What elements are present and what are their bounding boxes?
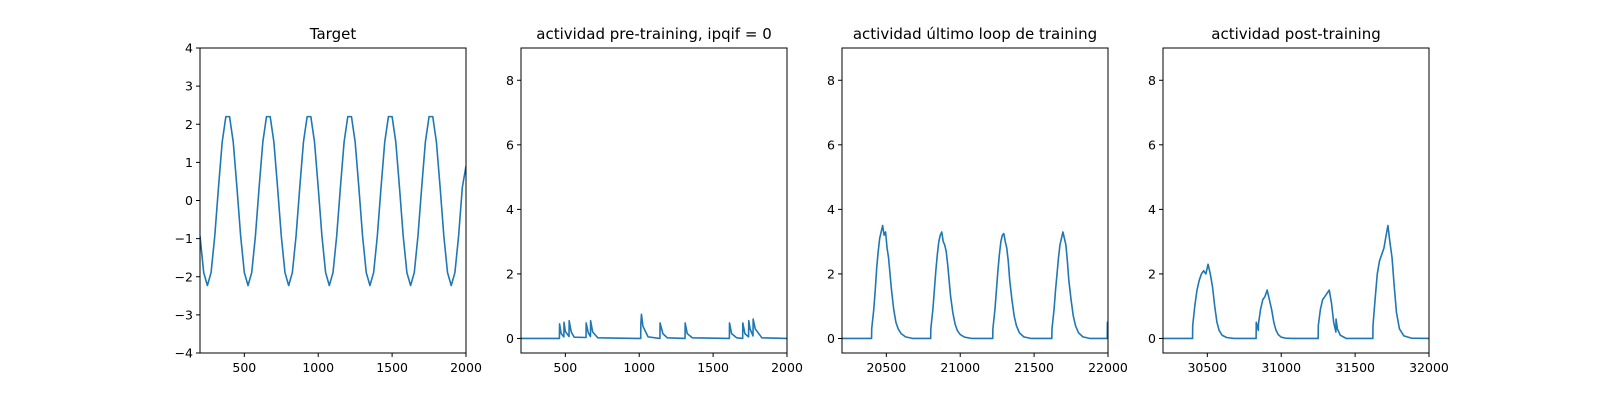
x-tick-label: 21500 — [1014, 360, 1054, 375]
chart-title: Target — [309, 25, 357, 43]
chart-title: actividad último loop de training — [853, 25, 1097, 43]
x-tick-label: 2000 — [450, 360, 482, 375]
x-tick-label: 1500 — [697, 360, 729, 375]
x-tick-label: 500 — [232, 360, 256, 375]
x-tick-label: 31000 — [1261, 360, 1301, 375]
y-tick-label: 6 — [827, 137, 835, 152]
y-tick-label: 6 — [506, 137, 514, 152]
x-tick-label: 2000 — [771, 360, 803, 375]
x-tick-label: 1000 — [623, 360, 655, 375]
y-tick-label: 0 — [506, 331, 514, 346]
chart-panel-3: actividad último loop de training 20500 21… — [827, 25, 1128, 375]
x-tick-label: 1000 — [302, 360, 334, 375]
y-tick-label: 2 — [1148, 266, 1156, 281]
y-tick-label: 6 — [1148, 137, 1156, 152]
chart-title: actividad pre-training, ipqif = 0 — [536, 25, 772, 43]
y-tick-label: 4 — [827, 202, 835, 217]
x-tick-label: 1500 — [376, 360, 408, 375]
axes-frame — [1162, 47, 1430, 354]
x-tick-label: 22000 — [1088, 360, 1128, 375]
y-tick-label: −2 — [175, 269, 193, 284]
y-tick-label: 4 — [1148, 202, 1156, 217]
y-tick-label: −4 — [175, 346, 193, 361]
y-tick-label: 2 — [506, 266, 514, 281]
x-tick-label: 31500 — [1335, 360, 1375, 375]
y-tick-label: 8 — [1148, 73, 1156, 88]
x-tick-label: 21000 — [940, 360, 980, 375]
axes-frame — [841, 47, 1109, 354]
x-tick-label: 20500 — [866, 360, 906, 375]
y-tick-label: 0 — [827, 331, 835, 346]
x-tick-label: 500 — [553, 360, 577, 375]
y-tick-label: −1 — [175, 231, 193, 246]
axes-frame — [520, 47, 788, 354]
x-tick-label: 32000 — [1409, 360, 1449, 375]
y-tick-label: 2 — [827, 266, 835, 281]
y-tick-label: 3 — [185, 79, 193, 94]
y-tick-label: 4 — [185, 41, 193, 56]
x-tick-label: 30500 — [1187, 360, 1227, 375]
y-tick-label: 4 — [506, 202, 514, 217]
chart-panel-2: actividad pre-training, ipqif = 0 500 1000… — [506, 25, 803, 375]
series-line — [842, 224, 1108, 340]
series-line — [200, 115, 466, 287]
y-tick-label: −3 — [175, 307, 193, 322]
y-tick-label: 0 — [1148, 331, 1156, 346]
chart-title: actividad post-training — [1211, 25, 1380, 43]
y-tick-label: 0 — [185, 193, 193, 208]
y-tick-label: 2 — [185, 117, 193, 132]
y-tick-label: 8 — [827, 73, 835, 88]
chart-panel-4: actividad post-training 30500 31000 31500 32… — [1148, 25, 1449, 375]
series-line — [1163, 224, 1429, 340]
y-tick-label: 8 — [506, 73, 514, 88]
chart-panel-1: Target 500 1000 1500 2000 −4 −3 −2 −1 0 1 2 3 4 — [175, 25, 482, 375]
series-line — [521, 313, 787, 340]
y-tick-label: 1 — [185, 155, 193, 170]
